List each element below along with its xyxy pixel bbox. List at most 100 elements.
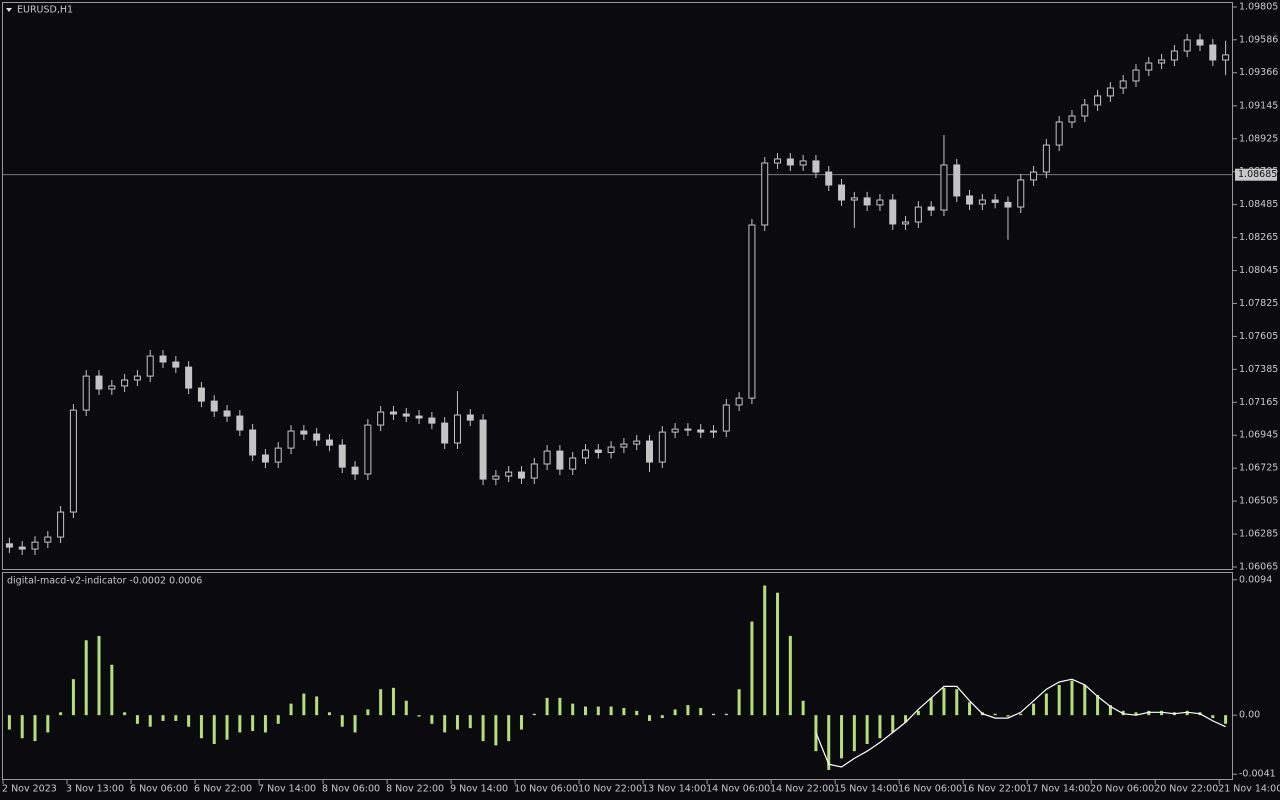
histogram-bar: [750, 621, 754, 716]
histogram-bar: [801, 700, 805, 716]
candle-body: [1145, 62, 1153, 71]
histogram-bar: [840, 715, 844, 759]
histogram-bar: [788, 635, 792, 716]
histogram-bar: [455, 715, 459, 730]
x-tick-label: 14 Nov 22:00: [770, 784, 834, 795]
histogram-bar: [737, 689, 741, 716]
price-panel: [2, 2, 1233, 570]
x-tick-label: 3 Nov 13:00: [66, 784, 124, 795]
histogram-bar: [443, 715, 447, 733]
histogram-bar: [481, 715, 485, 742]
candle-body: [978, 199, 986, 205]
candle-body: [377, 411, 385, 426]
candle-body: [671, 428, 679, 433]
histogram-bar: [686, 705, 690, 716]
x-tick-label: 2 Nov 2023: [2, 784, 57, 795]
histogram-bar: [532, 713, 536, 716]
indicator-title: digital-macd-v2-indicator -0.0002 0.0006: [7, 576, 202, 587]
candle-body: [1068, 115, 1076, 123]
candle-body: [31, 541, 39, 550]
histogram-bar: [1224, 715, 1228, 724]
candle-body: [850, 197, 858, 201]
histogram-bar: [7, 715, 11, 730]
candle-body: [313, 433, 321, 441]
candle-body: [1030, 171, 1038, 181]
histogram-bar: [763, 585, 767, 716]
candle-body: [133, 375, 141, 381]
histogram-bar: [468, 715, 472, 729]
candle-body: [146, 355, 154, 377]
candle-body: [620, 443, 628, 448]
candle-body: [517, 471, 525, 479]
x-tick-label: 8 Nov 22:00: [386, 784, 444, 795]
histogram-bar: [1185, 710, 1189, 716]
histogram-bar: [1019, 713, 1023, 716]
x-tick-label: 16 Nov 22:00: [962, 784, 1026, 795]
histogram-bar: [968, 702, 972, 716]
candle-body: [466, 414, 474, 421]
y-tick-label: 1.07165: [1239, 397, 1278, 408]
candle-body: [287, 430, 295, 449]
x-tick-label: 8 Nov 06:00: [322, 784, 380, 795]
histogram-bar: [379, 689, 383, 716]
histogram-bar: [315, 696, 319, 716]
candle-body: [748, 224, 756, 399]
histogram-bar: [289, 703, 293, 716]
candle-body: [940, 164, 948, 211]
candle-body: [710, 430, 718, 433]
histogram-bar: [199, 715, 203, 739]
candle-body: [249, 429, 257, 456]
histogram-bar: [110, 664, 114, 716]
histogram-bar: [404, 700, 408, 716]
x-tick-label: 14 Nov 06:00: [706, 784, 770, 795]
histogram-bar: [660, 715, 664, 719]
candle-body: [902, 221, 910, 225]
histogram-bar: [852, 715, 856, 752]
histogram-bar: [583, 706, 587, 716]
y-tick-label: -0.0041: [1239, 769, 1276, 780]
candle-body: [569, 457, 577, 470]
candle-body: [1170, 50, 1178, 61]
y-tick-label: 1.07825: [1239, 298, 1278, 309]
histogram-bar: [430, 715, 434, 724]
histogram-bar: [878, 715, 882, 739]
candle-body: [556, 450, 564, 470]
y-tick-label: 1.06505: [1239, 496, 1278, 507]
current-price-label: 1.08685: [1238, 169, 1277, 180]
histogram-bar: [238, 715, 242, 733]
histogram-bar: [519, 715, 523, 730]
histogram-bar: [1211, 715, 1215, 719]
candle-body: [761, 162, 769, 226]
y-tick-label: 1.08485: [1239, 199, 1278, 210]
histogram-bar: [648, 715, 652, 721]
histogram-bar: [724, 713, 728, 716]
candle-body: [364, 424, 372, 475]
candle-body: [735, 397, 743, 406]
x-tick-label: 20 Nov 22:00: [1154, 784, 1218, 795]
histogram-bar: [33, 715, 37, 742]
candle-body: [82, 375, 90, 411]
histogram-bar: [545, 697, 549, 716]
x-tick-label: 7 Nov 14:00: [258, 784, 316, 795]
histogram-bar: [327, 712, 331, 716]
histogram-bar: [776, 592, 780, 716]
candle-body: [69, 409, 77, 513]
histogram-bar: [174, 715, 178, 721]
candle-body: [927, 206, 935, 211]
y-tick-label: 1.08925: [1239, 133, 1278, 144]
x-tick-label: 16 Nov 06:00: [898, 784, 962, 795]
candle-body: [261, 454, 269, 463]
histogram-bar: [673, 709, 677, 716]
histogram-bar: [596, 706, 600, 716]
menu-arrow[interactable]: [6, 8, 12, 12]
candle-body: [876, 199, 884, 206]
x-tick-label: 6 Nov 06:00: [130, 784, 188, 795]
histogram-bar: [263, 715, 267, 733]
histogram-bar: [148, 715, 152, 727]
histogram-bar: [1044, 693, 1048, 716]
histogram-bar: [417, 715, 421, 717]
histogram-bar: [494, 715, 498, 746]
candle-body: [530, 463, 538, 479]
